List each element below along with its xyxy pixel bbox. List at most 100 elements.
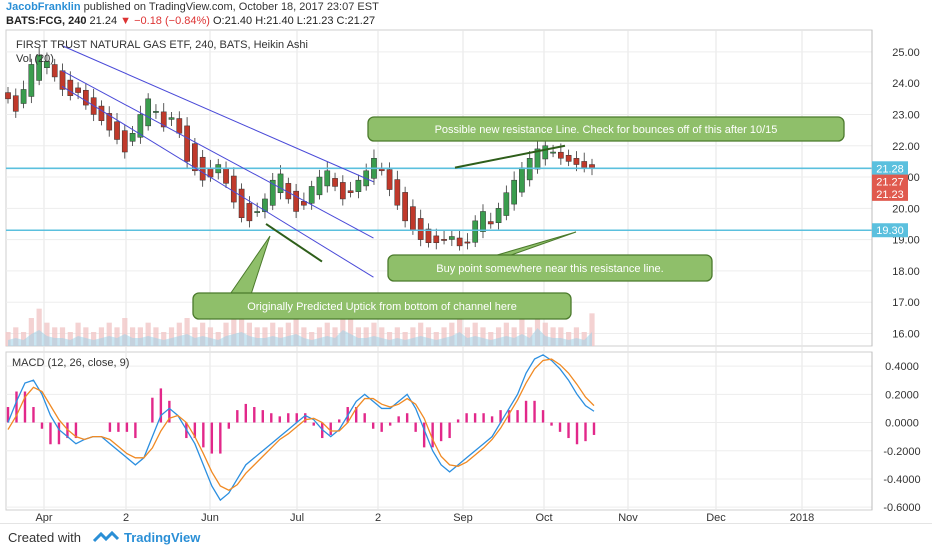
candle <box>269 179 276 206</box>
histogram-bar <box>584 422 587 442</box>
histogram-bar <box>168 400 171 423</box>
candle <box>293 190 299 212</box>
volume-bar <box>44 322 50 346</box>
uptick-callout-box <box>192 292 572 320</box>
histogram-bar <box>499 410 502 423</box>
symbol-label: BATS:FCG, 240 <box>6 15 87 27</box>
uptick-callout-text: Originally Predicted Uptick from bottom … <box>247 301 517 313</box>
histogram-bar <box>405 413 409 423</box>
volume-bar <box>316 327 323 346</box>
candle <box>36 54 42 81</box>
candle <box>542 145 549 160</box>
candle <box>573 158 580 165</box>
volume-bar <box>301 327 307 346</box>
histogram-bar <box>295 413 298 423</box>
x-tick-label: Apr <box>35 512 52 523</box>
histogram-bar <box>151 397 154 423</box>
histogram-bar <box>516 410 519 423</box>
candle <box>67 79 74 96</box>
chart-canvas[interactable]: Apr 2 Jun Jul 2 Sep Oct Nov Dec 2018 16.00 17.00 18.… <box>0 0 932 523</box>
volume-bar <box>67 332 73 346</box>
volume-bar <box>488 332 494 346</box>
price-tick-label: 24.00 <box>892 78 920 90</box>
price-label-box <box>872 223 908 238</box>
volume-bar <box>394 327 400 346</box>
histogram-bar <box>210 422 214 454</box>
volume-bar <box>340 308 346 346</box>
price-label-box <box>872 174 908 189</box>
histogram-bar <box>533 400 536 423</box>
histogram-bar <box>159 388 163 423</box>
histogram-bar <box>193 422 197 439</box>
volume-bar <box>75 322 81 346</box>
signal-line <box>7 358 595 491</box>
volume-bar <box>168 327 175 346</box>
macd-tick-label: -0.6000 <box>883 502 920 514</box>
x-tick-label: Jun <box>201 512 219 523</box>
candle <box>223 168 229 184</box>
x-tick-label: 2018 <box>790 512 814 523</box>
price-tick-label: 20.00 <box>892 203 920 215</box>
price-tick-label: 25.00 <box>892 47 920 59</box>
histogram-bar <box>456 419 460 423</box>
volume-bar <box>386 332 393 346</box>
publish-header: JacobFranklin published on TradingView.c… <box>6 1 379 13</box>
price-tick-label: 19.00 <box>892 235 920 247</box>
volume-bar <box>324 322 330 346</box>
histogram-bar <box>6 407 10 423</box>
histogram-bar <box>202 422 205 448</box>
candle <box>355 179 362 192</box>
volume-bars <box>5 304 595 346</box>
histogram-bar <box>482 413 485 423</box>
histogram-bar <box>541 410 545 423</box>
histogram-bar <box>380 422 383 432</box>
x-tick-label: 2 <box>375 512 381 523</box>
candle <box>394 179 401 206</box>
candle <box>495 208 502 224</box>
x-tick-label: Jul <box>290 512 304 523</box>
histogram-bar <box>244 403 247 423</box>
histogram-bar <box>363 413 366 423</box>
macd-tick-label: -0.2000 <box>883 446 920 458</box>
histogram-bar <box>74 422 78 439</box>
volume-bar <box>519 318 525 346</box>
volume-bar <box>527 327 533 346</box>
volume-bar <box>542 322 548 346</box>
volume-bar <box>145 322 151 346</box>
volume-bar <box>161 332 167 346</box>
macd-line <box>7 354 595 502</box>
macd-tick-label: 0.4000 <box>885 361 919 373</box>
tradingview-brand-link[interactable]: TradingView <box>124 530 201 545</box>
resistance-callout: Possible new resistance Line. Check for … <box>367 116 845 142</box>
price-label: 21.23 <box>876 189 904 201</box>
horizontal-lines <box>6 167 872 232</box>
histogram-bar <box>32 407 35 423</box>
callouts: Possible new resistance Line. Check for … <box>192 116 845 320</box>
histogram-bar <box>117 422 120 432</box>
candle <box>20 89 27 104</box>
buy-callout-text: Buy point somewhere near this resistance… <box>436 263 663 275</box>
candle <box>417 218 424 240</box>
price-change: −0.18 (−0.84%) <box>134 15 210 27</box>
volume-bar <box>223 322 229 346</box>
volume-bar <box>200 322 206 346</box>
volume-bar <box>433 332 439 346</box>
price-label-box <box>872 186 908 201</box>
histogram-bar <box>575 422 579 445</box>
x-tick-label: Nov <box>618 512 638 523</box>
candle <box>316 176 323 196</box>
candle <box>519 167 525 193</box>
volume-bar <box>573 327 580 346</box>
volume-bar <box>28 318 34 346</box>
price-tick-label: 16.00 <box>892 328 920 340</box>
candle <box>339 182 346 200</box>
histogram-bar <box>134 422 137 439</box>
price-label: 21.28 <box>876 163 904 175</box>
candle <box>121 130 128 153</box>
author-link[interactable]: JacobFranklin <box>6 1 81 13</box>
volume-bar <box>472 322 478 346</box>
down-arrow-icon: ▼ <box>120 15 132 27</box>
volume-bar <box>355 327 361 346</box>
macd-title: MACD (12, 26, close, 9) <box>12 357 129 369</box>
candle <box>277 173 284 194</box>
